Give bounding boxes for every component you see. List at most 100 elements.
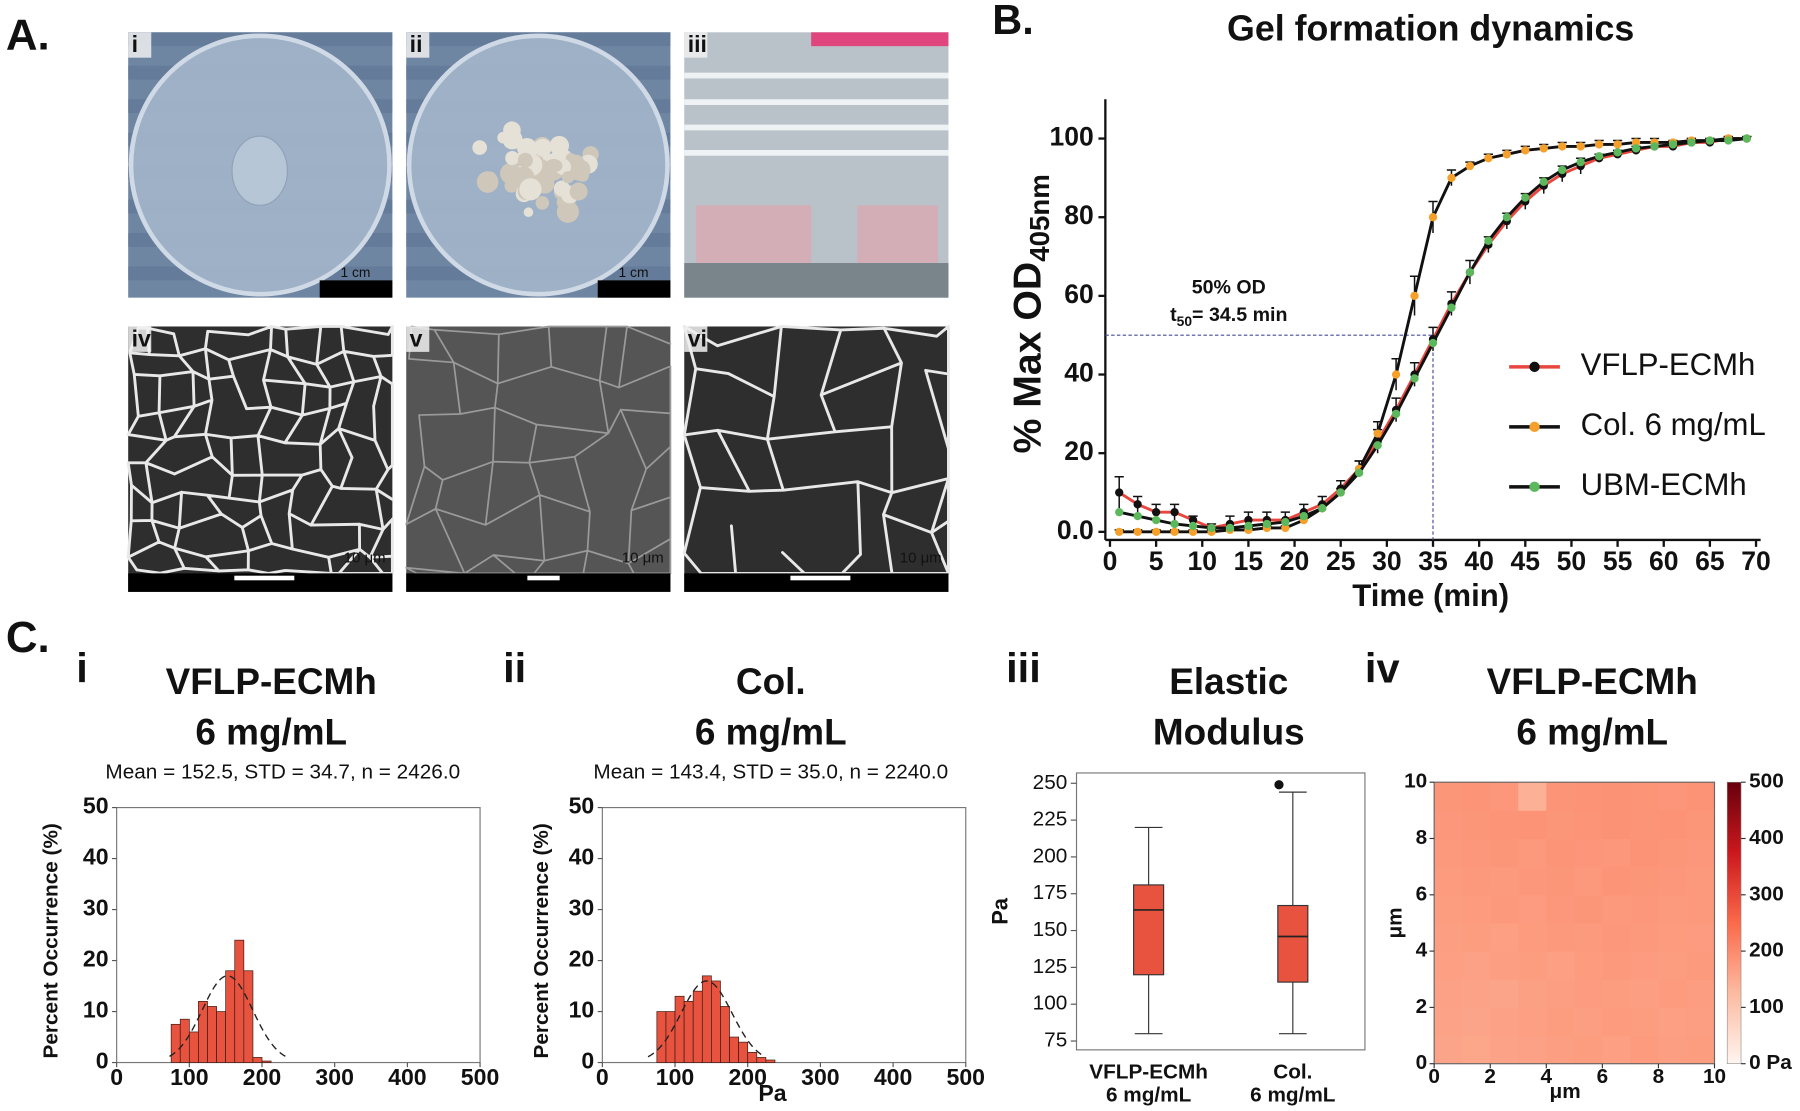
powder-sample <box>523 207 534 218</box>
micrograph <box>684 326 949 592</box>
powder-sample <box>576 169 589 182</box>
heatmap-cell <box>1574 922 1603 952</box>
heatmap-cell <box>1546 1007 1575 1037</box>
heatmap-cell <box>1518 866 1547 896</box>
x-tick-label: 30 <box>1372 546 1402 576</box>
data-point <box>1318 504 1327 513</box>
x-tick-label: 65 <box>1695 546 1725 576</box>
legend-marker <box>1529 421 1540 433</box>
y-tick-label: 100 <box>1050 122 1094 152</box>
heatmap-cell <box>1602 1007 1631 1037</box>
powder-sample <box>535 196 550 210</box>
heatmap-cell <box>1686 951 1715 980</box>
y-tick-label: 6 <box>1416 882 1428 905</box>
data-point <box>1465 268 1475 277</box>
well <box>857 205 939 264</box>
histogram-bar <box>720 1006 730 1063</box>
photo-label-box <box>128 32 152 58</box>
photo-label-box <box>128 326 152 352</box>
photo-label: iv <box>132 325 151 351</box>
scale-bar-label: 10 μm <box>622 549 664 566</box>
heatmap-cell <box>1602 894 1631 924</box>
y-tick-label: 60 <box>1064 279 1094 309</box>
scale-bar-label: 1 cm <box>619 264 649 280</box>
heatmap-cell <box>1574 838 1603 868</box>
x-tick-label: 6 <box>1597 1065 1609 1088</box>
sub-panel-label: iv <box>1365 644 1400 691</box>
scale-bar-label: 10 μm <box>344 549 386 566</box>
data-point <box>1502 150 1511 159</box>
chart-subtitle: Mean = 152.5, STD = 34.7, n = 2426.0 <box>105 760 460 783</box>
heatmap-cell <box>1434 1035 1463 1065</box>
y-tick-label: 75 <box>1044 1029 1067 1052</box>
heatmap-cell <box>1630 810 1659 839</box>
annotation: 50% OD <box>1192 277 1266 299</box>
x-tick-label: 15 <box>1234 546 1264 576</box>
heatmap-cell <box>1686 810 1715 839</box>
x-tick-label: 500 <box>947 1064 985 1090</box>
heatmap-cell <box>1434 922 1463 952</box>
data-point <box>1428 338 1438 348</box>
y-axis-label: Percent Occurrence (%) <box>40 823 63 1058</box>
data-point <box>1594 140 1604 149</box>
heatmap-cell <box>1546 922 1575 952</box>
data-point <box>1373 441 1382 450</box>
photo-label-box <box>684 32 708 58</box>
data-point <box>1465 161 1475 171</box>
data-point <box>1151 508 1161 517</box>
powder-sample <box>550 159 563 172</box>
photo-label: i <box>132 31 138 57</box>
heatmap-cell <box>1630 894 1659 924</box>
heatmap-cell <box>1462 1035 1491 1065</box>
heatmap-cell <box>1686 979 1715 1008</box>
data-point <box>1631 144 1641 153</box>
y-tick-label: 50 <box>83 793 109 819</box>
plot-frame <box>1075 772 1366 1051</box>
data-point <box>1115 527 1124 537</box>
heatmap-cell <box>1462 838 1491 868</box>
y-tick-label: 0 <box>1416 1051 1428 1074</box>
photo-label: v <box>410 325 423 351</box>
heatmap-cell <box>1658 838 1687 868</box>
chart-title: 6 mg/mL <box>195 712 347 753</box>
data-point <box>1502 213 1511 222</box>
y-tick-label: 8 <box>1416 826 1428 849</box>
histogram-bar <box>198 1001 208 1063</box>
x-tick-label: 25 <box>1326 546 1356 576</box>
y-tick-label: 20 <box>1064 436 1094 466</box>
data-point <box>1539 144 1548 153</box>
heatmap-cell <box>1490 922 1519 952</box>
data-point <box>1576 142 1585 151</box>
x-tick-label: 0 <box>1428 1065 1440 1088</box>
x-tick-label: 35 <box>1418 546 1448 576</box>
x-tick-label: 2 <box>1484 1065 1496 1088</box>
heatmap-cell <box>1462 1007 1491 1037</box>
scale-bar <box>319 280 393 298</box>
data-point <box>1613 140 1622 149</box>
y-tick-label: 30 <box>83 895 109 921</box>
y-axis-label-main: % Max OD <box>1006 262 1050 454</box>
fit-curve <box>169 975 286 1057</box>
y-tick-label: 40 <box>569 844 595 870</box>
chart-subtitle: Mean = 143.4, STD = 35.0, n = 2240.0 <box>593 760 948 783</box>
x-tick-label: 0 <box>596 1064 609 1090</box>
outlier <box>1274 780 1284 790</box>
y-tick-label: 2 <box>1416 995 1428 1018</box>
colorbar-tick-label: 300 <box>1749 882 1784 905</box>
y-tick-label: 0 <box>96 1048 109 1074</box>
x-axis-label: Time (min) <box>1352 578 1509 613</box>
powder-sample <box>553 180 570 197</box>
heatmap-cell <box>1602 866 1631 896</box>
scale-bar-label: 10 μm <box>900 549 942 566</box>
heatmap-cell <box>1630 1007 1659 1037</box>
legend-marker <box>1529 361 1540 373</box>
photo-label-box <box>406 326 430 352</box>
legend-label: UBM-ECMh <box>1581 467 1747 502</box>
heatmap-cell <box>1630 866 1659 896</box>
heatmap-cell <box>1658 866 1687 896</box>
heatmap-cell <box>1434 782 1463 811</box>
x-tick-label: 0 <box>1103 546 1118 576</box>
heatmap-cell <box>1630 782 1659 811</box>
heatmap-cell <box>1518 810 1547 839</box>
